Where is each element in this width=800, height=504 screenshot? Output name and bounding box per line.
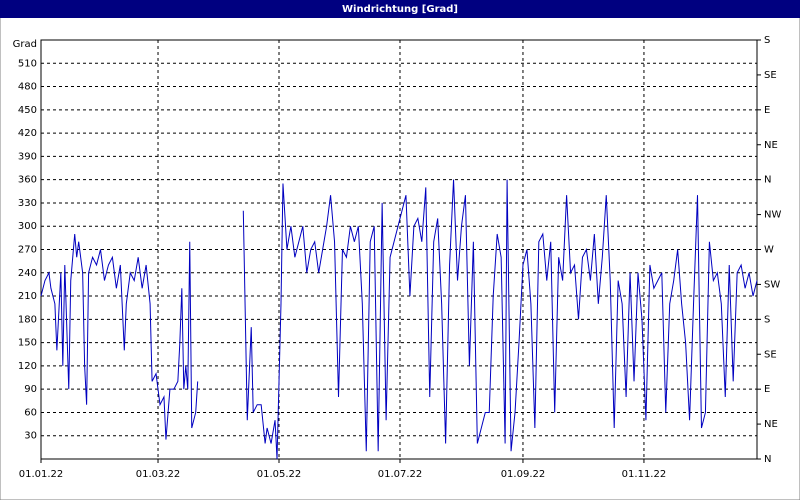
y-tick-label: 480 — [18, 82, 37, 93]
y2-tick-label: NE — [764, 419, 778, 430]
y-tick-label: 330 — [18, 198, 37, 209]
y2-tick-label: E — [764, 384, 770, 395]
y-tick-label: 150 — [18, 338, 37, 349]
x-tick-label: 01.07.22 — [378, 469, 423, 480]
x-tick-label: 01.11.22 — [622, 469, 667, 480]
y-tick-label: 90 — [24, 384, 37, 395]
x-tick-label: 01.05.22 — [257, 469, 302, 480]
y2-tick-label: N — [764, 175, 771, 186]
y-tick-label: 60 — [24, 407, 37, 418]
y2-tick-label: SW — [764, 279, 780, 290]
x-tick-label: 01.03.22 — [136, 469, 181, 480]
title-bar — [0, 0, 800, 18]
chart-title: Windrichtung [Grad] — [342, 4, 458, 15]
y2-tick-label: S — [764, 314, 770, 325]
x-tick-label: 01.09.22 — [501, 469, 546, 480]
y2-tick-label: N — [764, 454, 771, 465]
y-tick-label: 510 — [18, 58, 37, 69]
y-tick-label: 390 — [18, 151, 37, 162]
y-tick-label: 420 — [18, 128, 37, 139]
y2-tick-label: SE — [764, 70, 777, 81]
y-tick-label: 360 — [18, 175, 37, 186]
y-tick-label: 210 — [18, 291, 37, 302]
y2-tick-label: S — [764, 35, 770, 46]
y-tick-label: 270 — [18, 245, 37, 256]
y-tick-label: 300 — [18, 221, 37, 232]
y-tick-label: 120 — [18, 361, 37, 372]
y-tick-label: 180 — [18, 314, 37, 325]
y-tick-label: 450 — [18, 105, 37, 116]
y2-tick-label: NE — [764, 140, 778, 151]
y2-tick-label: NW — [764, 210, 781, 221]
data-line — [40, 179, 758, 460]
y2-tick-label: SE — [764, 349, 777, 360]
y-axis-label: Grad — [13, 39, 37, 50]
x-tick-label: 01.01.22 — [19, 469, 64, 480]
y2-tick-label: W — [764, 245, 774, 256]
y-tick-label: 240 — [18, 268, 37, 279]
y-tick-label: 30 — [24, 431, 37, 442]
y2-tick-label: E — [764, 105, 770, 116]
